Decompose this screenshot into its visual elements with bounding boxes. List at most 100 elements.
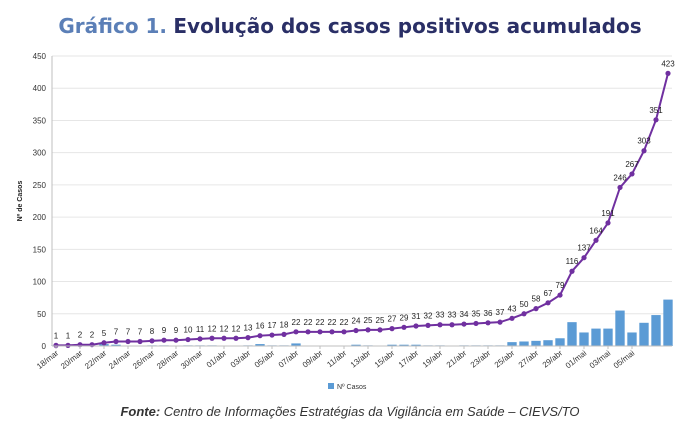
x-tick-label: 26/mar	[131, 348, 156, 371]
line-point	[137, 338, 143, 345]
data-label: 303	[637, 137, 651, 146]
y-tick-label: 400	[33, 84, 47, 93]
cumulative-line	[56, 73, 669, 347]
data-label: 5	[102, 329, 107, 338]
data-label: 43	[508, 304, 517, 313]
data-label: 17	[268, 321, 277, 330]
bar	[531, 340, 541, 346]
data-label: 27	[388, 315, 397, 324]
line-point	[557, 292, 563, 298]
data-label: 25	[364, 316, 373, 325]
data-label: 1	[66, 331, 71, 340]
line-point	[473, 320, 479, 327]
line-point	[437, 322, 443, 328]
line-point	[293, 329, 299, 335]
x-tick-label: 03/mai	[588, 348, 613, 370]
line-point	[401, 324, 407, 330]
line-point	[197, 336, 203, 342]
data-label: 67	[544, 289, 553, 298]
bar	[663, 299, 673, 346]
line-point	[173, 337, 179, 343]
line-point	[653, 117, 659, 123]
data-label: 36	[484, 309, 493, 318]
line-point	[281, 331, 287, 337]
data-label: 22	[292, 318, 301, 327]
line-point	[221, 335, 227, 341]
data-label: 9	[162, 326, 167, 335]
line-point	[53, 342, 59, 348]
data-label: 246	[613, 173, 627, 182]
bar	[567, 322, 577, 346]
line-point	[665, 70, 671, 76]
data-label: 33	[436, 311, 445, 320]
line-point	[245, 335, 251, 341]
source-label: Fonte:	[120, 404, 161, 419]
bar	[519, 341, 529, 346]
data-label: 22	[340, 318, 349, 327]
y-axis-label: Nº de Casos	[17, 181, 24, 222]
y-tick-label: 100	[33, 278, 47, 287]
line-point	[449, 322, 455, 328]
data-label: 7	[126, 327, 131, 336]
x-tick-label: 01/mai	[564, 348, 589, 370]
data-label: 7	[114, 327, 119, 336]
bar	[111, 344, 121, 346]
x-tick-label: 30/mar	[179, 348, 204, 371]
bar	[627, 332, 637, 346]
data-label: 29	[400, 313, 409, 322]
bar	[651, 315, 661, 346]
x-tick-label: 25/abr	[493, 348, 517, 369]
chart-title-prefix: Gráfico 1.	[58, 14, 168, 38]
line-point	[101, 340, 107, 346]
chart-svg: 1 1 2 2 5 7 7 7 8 9 9 10 11 12 12 12 13 16 17 18 22 22 22 22 22 2…	[17, 52, 675, 391]
y-tick-label: 50	[37, 310, 46, 319]
bar	[555, 338, 565, 346]
data-label: 22	[304, 318, 313, 327]
data-label: 37	[496, 308, 505, 317]
x-tick-label: 11/abr	[325, 348, 348, 369]
source-note: Fonte: Centro de Informações Estratégias…	[0, 404, 700, 419]
data-label: 9	[174, 326, 179, 335]
x-tick-label: 19/abr	[421, 348, 445, 369]
line-point	[377, 327, 383, 333]
data-label: 22	[328, 318, 337, 327]
data-label: 137	[577, 244, 591, 253]
line-point	[329, 329, 335, 335]
chart-title-main: Evolução dos casos positivos acumulados	[173, 14, 642, 38]
legend-swatch	[328, 383, 334, 389]
bar	[579, 332, 589, 346]
bar	[291, 343, 301, 346]
bar	[507, 342, 517, 346]
x-axis: 18/mar20/mar22/mar24/mar26/mar28/mar30/m…	[35, 345, 672, 371]
data-label: 32	[424, 311, 433, 320]
line-point	[629, 171, 635, 177]
data-label: 24	[352, 317, 361, 326]
data-label: 13	[244, 324, 253, 333]
y-tick-label: 250	[33, 181, 47, 190]
data-label: 18	[280, 320, 289, 329]
line-point	[413, 323, 419, 329]
x-tick-label: 18/mar	[35, 348, 60, 371]
line-point	[497, 319, 503, 325]
data-label: 33	[448, 311, 457, 320]
data-label: 423	[661, 59, 675, 68]
line-point	[425, 322, 431, 328]
data-label: 267	[625, 160, 639, 169]
data-label: 25	[376, 316, 385, 325]
data-label: 164	[589, 226, 603, 235]
data-label: 79	[556, 281, 565, 290]
line-point	[125, 338, 131, 345]
line-point	[569, 268, 575, 274]
y-axis: 0 50 100 150 200 250 300 350 400 450 Nº de Casos	[17, 52, 53, 351]
bar-series	[51, 299, 673, 346]
y-tick-label: 350	[33, 116, 47, 125]
data-label: 351	[649, 106, 663, 115]
data-label: 58	[532, 295, 541, 304]
x-tick-label: 01/abr	[205, 348, 229, 369]
line-point	[521, 311, 527, 317]
data-label: 2	[78, 331, 83, 340]
data-label: 31	[412, 312, 421, 321]
y-gridlines	[52, 55, 672, 347]
x-tick-label: 27/abr	[517, 348, 541, 369]
data-label: 50	[520, 300, 529, 309]
